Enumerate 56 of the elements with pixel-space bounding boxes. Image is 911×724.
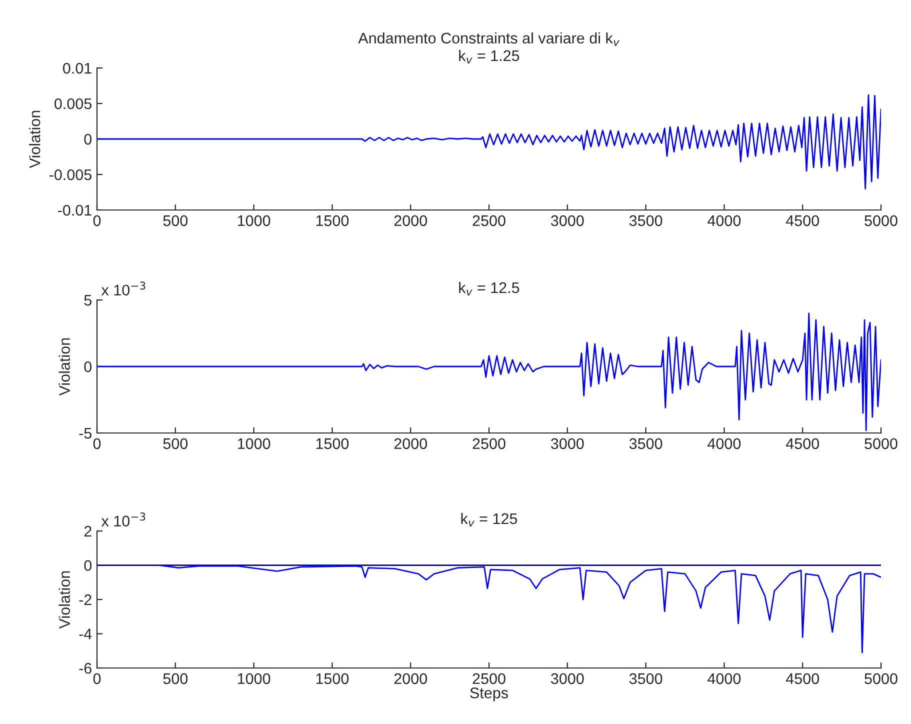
y-tick-label: -4 <box>79 628 92 640</box>
x-tick-label: 4500 <box>786 673 819 684</box>
y-axis-title: Violation <box>58 571 70 629</box>
y-tick-label: -2 <box>79 594 92 606</box>
y-tick-label: 2 <box>84 526 92 537</box>
x-tick-label: 2500 <box>472 215 506 226</box>
x-tick-label: 2500 <box>472 438 506 450</box>
text: x 10$^{−3}$ <box>101 512 146 526</box>
x-tick-label: 3500 <box>629 215 662 226</box>
x-tick-label: 500 <box>163 438 188 450</box>
x-tick-label: 0 <box>93 673 101 684</box>
x-tick-label: 1000 <box>238 438 270 450</box>
x-tick-label: 1000 <box>238 673 270 684</box>
y-tick-label: -0.01 <box>58 204 92 216</box>
x-tick-label: 500 <box>163 673 188 684</box>
chart-title: Andamento Constraints al variare di k$_{v}$ <box>358 32 620 46</box>
y-tick-label: -5 <box>79 428 92 439</box>
chart-title: k$_{v}$ = 12.5 <box>459 282 520 296</box>
x-tick-label: 3500 <box>629 673 662 684</box>
y-tick-label: 0 <box>84 134 92 145</box>
x-tick-label: 1500 <box>316 438 349 450</box>
y-tick-label: 5 <box>84 295 92 306</box>
text: x 10$^{−3}$ <box>101 282 146 296</box>
x-tick-label: 1000 <box>238 215 270 226</box>
x-tick-label: 2500 <box>472 673 506 684</box>
y-tick-label: -0.005 <box>50 169 92 180</box>
y-axis-title: Violation <box>58 338 70 396</box>
y-tick-label: 0.01 <box>63 62 92 74</box>
chart-title: k$_{v}$ = 125 <box>461 512 518 526</box>
x-tick-label: 5000 <box>864 673 898 684</box>
x-tick-label: 0 <box>93 215 101 226</box>
x-tick-label: 4000 <box>708 673 741 684</box>
x-tick-label: 3000 <box>550 438 584 450</box>
x-tick-label: 4000 <box>708 438 741 450</box>
x-tick-label: 4000 <box>708 215 741 226</box>
x-tick-label: 2000 <box>394 215 427 226</box>
x-tick-label: 1500 <box>316 215 349 226</box>
x-tick-label: 3000 <box>550 673 584 684</box>
x-tick-label: 1500 <box>316 673 349 684</box>
x-tick-label: 3500 <box>629 438 662 450</box>
y-tick-label: 0.005 <box>54 98 92 110</box>
y-tick-label: 0 <box>84 361 92 372</box>
x-tick-label: 5000 <box>864 215 898 226</box>
x-tick-label: 5000 <box>864 438 898 450</box>
x-axis-title: Steps <box>470 688 508 702</box>
x-tick-label: 0 <box>93 438 101 450</box>
x-tick-label: 500 <box>163 215 188 226</box>
chart-subtitle: k$_{v}$ = 1.25 <box>459 50 520 64</box>
x-tick-label: 4500 <box>786 438 819 450</box>
x-tick-label: 2000 <box>394 438 427 450</box>
x-tick-label: 2000 <box>394 673 427 684</box>
y-axis-title: Violation <box>29 110 40 168</box>
y-tick-label: 0 <box>84 560 92 571</box>
x-tick-label: 3000 <box>550 215 584 226</box>
x-tick-label: 4500 <box>786 215 819 226</box>
y-tick-label: -6 <box>79 662 92 674</box>
